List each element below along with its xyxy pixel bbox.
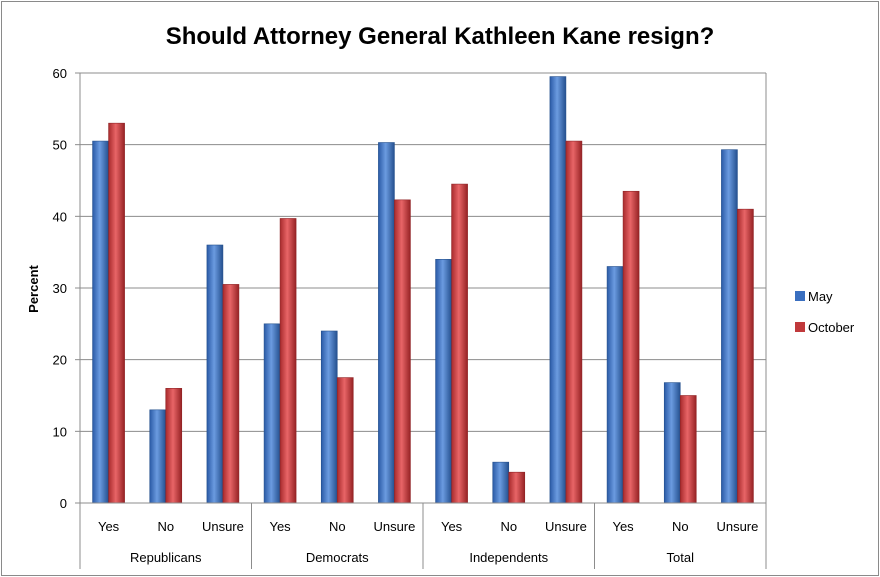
bar-may-6 [435, 259, 452, 504]
bar-may-0 [92, 140, 109, 504]
legend: May October [795, 289, 855, 335]
x-tick-label: Unsure [716, 519, 758, 534]
group-label: Independents [469, 550, 548, 565]
bar-october-0 [108, 122, 125, 504]
bar-october-2 [222, 284, 240, 504]
legend-label-may: May [808, 289, 833, 304]
x-tick-label: Unsure [202, 519, 244, 534]
bar-october-5 [394, 199, 411, 504]
bar-may-1 [149, 409, 167, 504]
y-tick-label: 60 [53, 66, 67, 81]
y-axis-label: Percent [26, 264, 41, 312]
x-tick-label: Unsure [373, 519, 415, 534]
axes: 0 10 20 30 40 50 60 Yes No Unsure Yes No Unsure Yes No… [53, 66, 767, 569]
x-tick-label: No [157, 519, 174, 534]
bar-october-1 [165, 388, 183, 504]
legend-swatch-october [795, 322, 805, 332]
y-tick-label: 20 [53, 353, 67, 368]
y-tick-label: 0 [60, 496, 67, 511]
x-tick-label: No [500, 519, 517, 534]
y-tick-label: 10 [53, 424, 67, 439]
y-tick-label: 40 [53, 209, 67, 224]
bar-may-5 [378, 142, 395, 504]
x-tick-label: No [329, 519, 346, 534]
bar-october-6 [451, 183, 468, 504]
bar-october-11 [737, 208, 754, 504]
x-tick-label: Yes [441, 519, 463, 534]
bar-october-7 [508, 471, 526, 504]
bar-may-11 [721, 149, 738, 504]
bar-may-8 [549, 76, 567, 504]
bar-may-3 [263, 323, 281, 504]
x-tick-label: No [672, 519, 689, 534]
bar-may-10 [663, 382, 681, 504]
group-label: Republicans [130, 550, 202, 565]
legend-label-october: October [808, 320, 855, 335]
group-label: Total [667, 550, 695, 565]
bar-october-10 [679, 395, 697, 504]
bar-may-2 [206, 244, 224, 504]
x-tick-label: Yes [612, 519, 634, 534]
y-tick-label: 30 [53, 281, 67, 296]
bar-may-7 [492, 461, 510, 504]
legend-swatch-may [795, 291, 805, 301]
x-tick-label: Unsure [545, 519, 587, 534]
x-tick-label: Yes [98, 519, 120, 534]
y-tick-label: 50 [53, 138, 67, 153]
bar-may-9 [606, 266, 624, 504]
bars [92, 76, 754, 504]
bar-october-3 [279, 218, 297, 504]
x-tick-label: Yes [269, 519, 291, 534]
bar-october-8 [565, 140, 583, 504]
chart-title: Should Attorney General Kathleen Kane re… [166, 23, 715, 50]
group-label: Democrats [306, 550, 369, 565]
bar-october-9 [622, 190, 640, 504]
bar-october-4 [336, 377, 354, 504]
grid-lines [80, 72, 767, 503]
bar-may-4 [320, 330, 338, 504]
